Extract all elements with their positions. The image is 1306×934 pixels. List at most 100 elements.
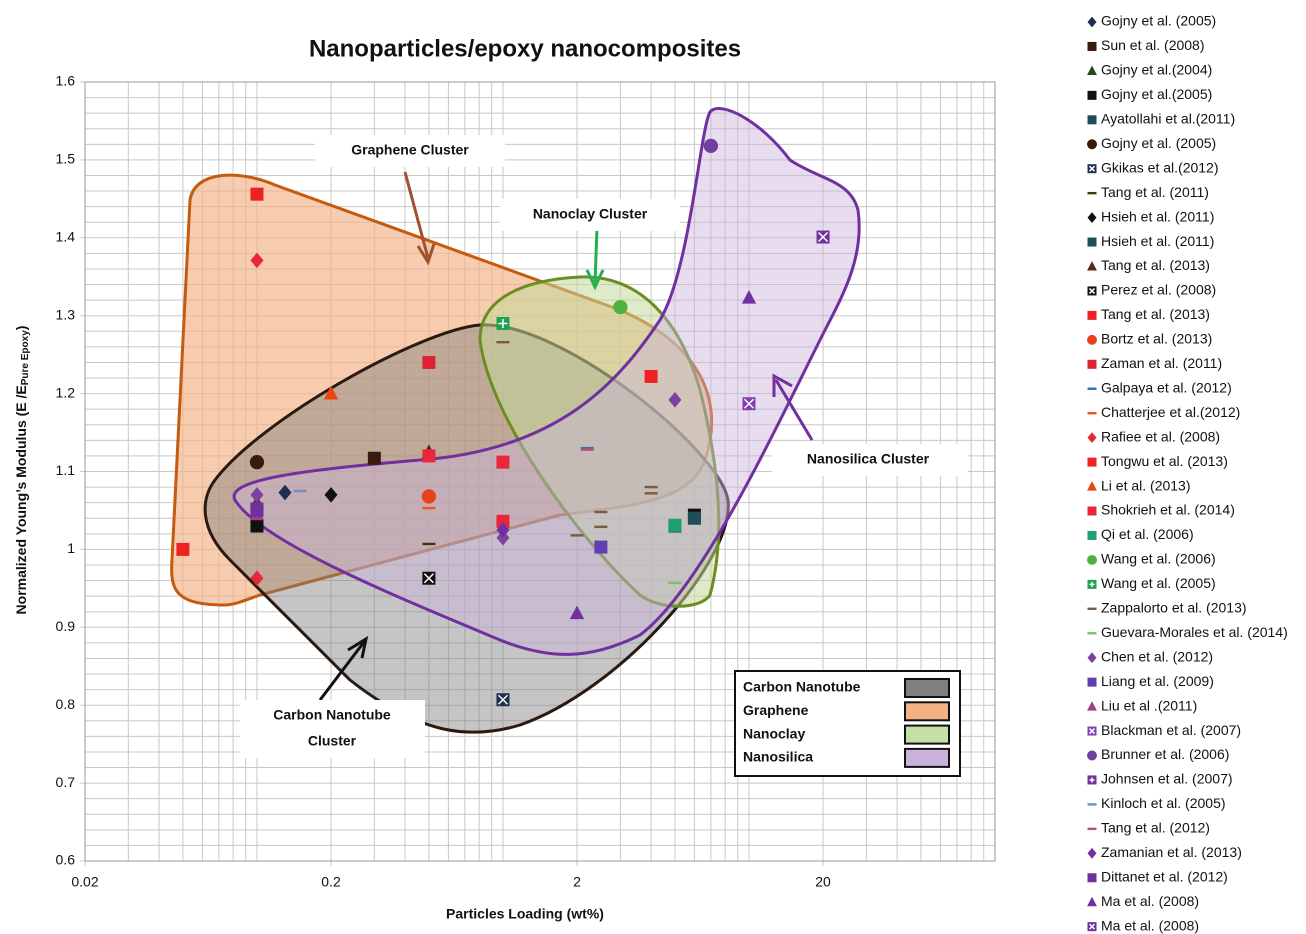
point xyxy=(613,299,628,315)
point xyxy=(176,542,190,556)
legend-label: Wang et al. (2005) xyxy=(1101,575,1216,591)
point xyxy=(1087,922,1097,932)
legend-label: Galpaya et al. (2012) xyxy=(1101,379,1232,395)
legend-label: Gojny et al. (2005) xyxy=(1101,13,1216,29)
point xyxy=(250,502,264,516)
legend-label: Tang et al. (2011) xyxy=(1101,184,1209,200)
point xyxy=(816,230,830,244)
legend-label: Zaman et al. (2011) xyxy=(1101,355,1222,371)
point xyxy=(249,455,265,470)
point xyxy=(250,487,264,503)
point xyxy=(1087,261,1097,271)
point-cross xyxy=(1088,287,1096,294)
point xyxy=(569,605,585,620)
point xyxy=(1087,530,1097,540)
cluster-legend-swatch xyxy=(904,678,950,698)
arrow xyxy=(772,373,814,441)
point-cross xyxy=(498,318,508,328)
point xyxy=(422,542,436,546)
point xyxy=(367,451,381,465)
point xyxy=(496,316,510,330)
point xyxy=(1087,286,1097,296)
annotation-boxes xyxy=(240,135,968,758)
cluster-legend-label: Nanosilica xyxy=(743,749,813,765)
point-cross xyxy=(1089,777,1095,783)
point-cross xyxy=(1088,923,1096,930)
legend-label: Tongwu et al. (2013) xyxy=(1101,453,1228,469)
y-tick-label: 1 xyxy=(67,540,75,556)
point xyxy=(496,455,510,469)
legend-label: Johnsen et al. (2007) xyxy=(1101,771,1233,787)
y-tick-label: 0.6 xyxy=(56,852,76,868)
point xyxy=(422,506,436,510)
point xyxy=(250,252,264,269)
point xyxy=(594,540,608,554)
point-cross xyxy=(497,694,509,705)
point xyxy=(668,392,682,408)
y-tick-label: 1.4 xyxy=(56,229,76,245)
point xyxy=(324,487,338,503)
x-tick-label: 0.2 xyxy=(321,874,341,890)
point xyxy=(1087,827,1097,831)
point xyxy=(1087,847,1097,859)
point xyxy=(1087,115,1097,125)
x-tick-label: 20 xyxy=(815,874,831,890)
annotation: Nanosilica Cluster xyxy=(807,451,930,467)
point xyxy=(422,355,436,369)
legend-label: Tang et al. (2013) xyxy=(1101,257,1210,273)
point xyxy=(1087,310,1097,320)
legend-label: Ayatollahi et al.(2011) xyxy=(1101,111,1235,127)
legend-label: Tang et al. (2012) xyxy=(1101,820,1210,836)
legend-label: Tang et al. (2013) xyxy=(1101,306,1210,322)
point xyxy=(496,522,510,538)
arrow xyxy=(318,635,369,701)
nanoclay-cluster xyxy=(478,275,721,608)
y-tick-label: 1.1 xyxy=(56,462,76,478)
cluster-legend-swatch xyxy=(904,724,950,745)
point xyxy=(1087,803,1097,806)
y-tick-label: 1.5 xyxy=(56,151,76,167)
point xyxy=(1087,607,1097,610)
x-tick-label: 0.02 xyxy=(71,874,98,890)
chart-title: Nanoparticles/epoxy nanocomposites xyxy=(309,35,741,62)
point xyxy=(668,518,682,532)
point xyxy=(1087,873,1097,883)
point-cross xyxy=(818,231,829,243)
point xyxy=(293,489,307,493)
point xyxy=(250,570,264,587)
legend-label: Dittanet et al. (2012) xyxy=(1101,868,1228,884)
label-box xyxy=(240,700,425,758)
point xyxy=(1087,387,1097,390)
y-tick-label: 0.9 xyxy=(56,618,76,634)
point xyxy=(594,525,608,529)
legend-label: Blackman et al. (2007) xyxy=(1101,722,1241,738)
point xyxy=(1087,432,1097,444)
point xyxy=(250,519,264,533)
annotation: Carbon Nanotube xyxy=(273,707,391,723)
legend-label: Chen et al. (2012) xyxy=(1101,648,1213,664)
point xyxy=(1087,506,1097,516)
point xyxy=(1087,775,1097,785)
point xyxy=(1087,164,1097,174)
points xyxy=(176,138,830,707)
point xyxy=(496,340,510,344)
annotation: Graphene Cluster xyxy=(351,142,469,158)
point xyxy=(1087,481,1097,491)
point xyxy=(1087,412,1097,415)
legend-label: Liu et al .(2011) xyxy=(1101,697,1197,713)
point xyxy=(580,448,594,451)
point xyxy=(644,485,658,489)
point xyxy=(1087,334,1097,345)
point xyxy=(1087,191,1097,195)
legend-label: Guevara-Morales et al. (2014) xyxy=(1101,624,1288,640)
y-axis-label-end: ) xyxy=(13,326,29,331)
point xyxy=(1087,212,1097,223)
point-cross xyxy=(1089,581,1095,587)
legend-label: Qi et al. (2006) xyxy=(1101,526,1194,542)
legend-label: Gkikas et al.(2012) xyxy=(1101,159,1219,175)
point xyxy=(1087,457,1097,467)
point xyxy=(496,693,510,707)
y-tick-label: 0.7 xyxy=(56,774,76,790)
y-axis-label: Normalized Young’s Modulus (E /EPure Epo… xyxy=(13,326,31,615)
